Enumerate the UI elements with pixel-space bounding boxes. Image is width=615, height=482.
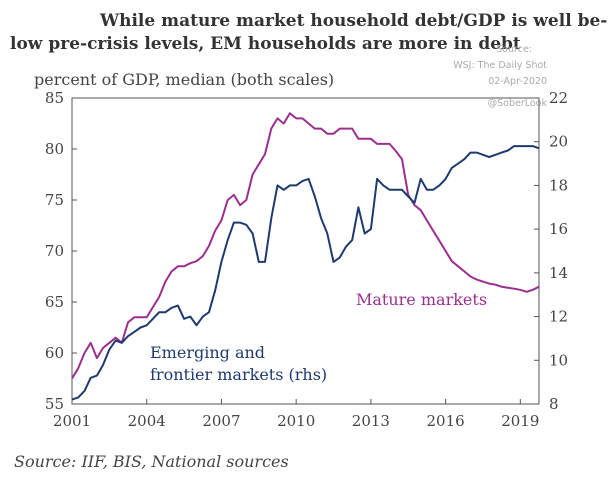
left-tick-label: 75 [45, 191, 64, 209]
right-tick-label: 18 [549, 176, 568, 194]
right-tick-label: 8 [549, 395, 559, 413]
right-tick-label: 12 [549, 308, 568, 326]
right-tick-label: 14 [549, 264, 568, 282]
credit-source: Source: [496, 44, 532, 55]
credit-date: 02-Apr-2020 [488, 76, 547, 87]
annotations: Mature markets Emerging and frontier marke… [150, 290, 487, 384]
y-axis-label: percent of GDP, median (both scales) [34, 70, 335, 89]
annotation-em: frontier markets (rhs) [150, 365, 327, 384]
series-line-mature [71, 112, 540, 380]
right-tick-label: 16 [549, 220, 568, 238]
left-tick-label: 80 [45, 140, 64, 158]
chart-title-line-2: low pre-crisis levels, EM households are… [10, 34, 521, 54]
right-tick-label: 10 [549, 351, 568, 369]
credit-publication: WSJ: The Daily Shot [453, 60, 547, 71]
left-tick-label: 65 [45, 293, 64, 311]
x-tick-label: 2013 [352, 412, 390, 430]
x-tick-label: 2010 [277, 412, 315, 430]
right-tick-label: 22 [549, 89, 568, 107]
chart-title: While mature market household debt/GDP i… [10, 10, 610, 56]
series-line-em [71, 145, 540, 401]
series-group [71, 112, 540, 401]
x-tick-label: 2001 [53, 412, 91, 430]
left-tick-label: 70 [45, 242, 64, 260]
left-axis: 55 60 65 70 75 80 85 [45, 89, 77, 413]
x-tick-label: 2016 [427, 412, 465, 430]
x-tick-label: 2004 [128, 412, 166, 430]
left-tick-label: 55 [45, 395, 64, 413]
annotation-em: Emerging and [150, 343, 265, 362]
x-tick-label: 2007 [202, 412, 240, 430]
left-tick-label: 85 [45, 89, 64, 107]
x-axis: 2001 2004 2007 2010 2013 2016 2019 [53, 399, 539, 430]
plot-frame [71, 97, 540, 405]
annotation-mature: Mature markets [356, 290, 487, 309]
right-tick-label: 20 [549, 133, 568, 151]
x-tick-label: 2019 [501, 412, 539, 430]
chart-title-line-1: While mature market household debt/GDP i… [100, 11, 608, 31]
left-tick-label: 60 [45, 344, 64, 362]
source-note: Source: IIF, BIS, National sources [14, 452, 289, 471]
right-axis: 8 10 12 14 16 18 20 22 [534, 89, 568, 413]
credit-handle: @SoberLook [487, 98, 547, 109]
